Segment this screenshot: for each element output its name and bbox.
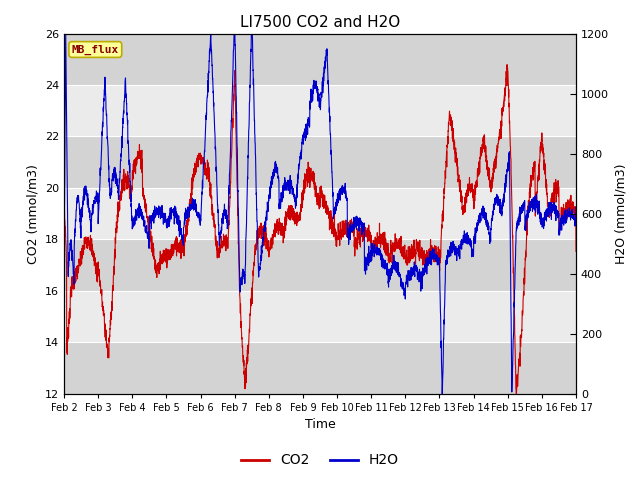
Bar	[64, 85, 576, 136]
Bar	[64, 34, 576, 85]
Bar	[64, 136, 576, 188]
Y-axis label: CO2 (mmol/m3): CO2 (mmol/m3)	[26, 164, 39, 264]
Title: LI7500 CO2 and H2O: LI7500 CO2 and H2O	[240, 15, 400, 30]
Bar	[64, 342, 576, 394]
X-axis label: Time: Time	[305, 418, 335, 431]
Legend: CO2, H2O: CO2, H2O	[236, 448, 404, 473]
Bar	[64, 291, 576, 342]
Text: MB_flux: MB_flux	[72, 44, 119, 55]
Y-axis label: H2O (mmol/m3): H2O (mmol/m3)	[614, 163, 628, 264]
Bar	[64, 240, 576, 291]
Bar	[64, 188, 576, 240]
